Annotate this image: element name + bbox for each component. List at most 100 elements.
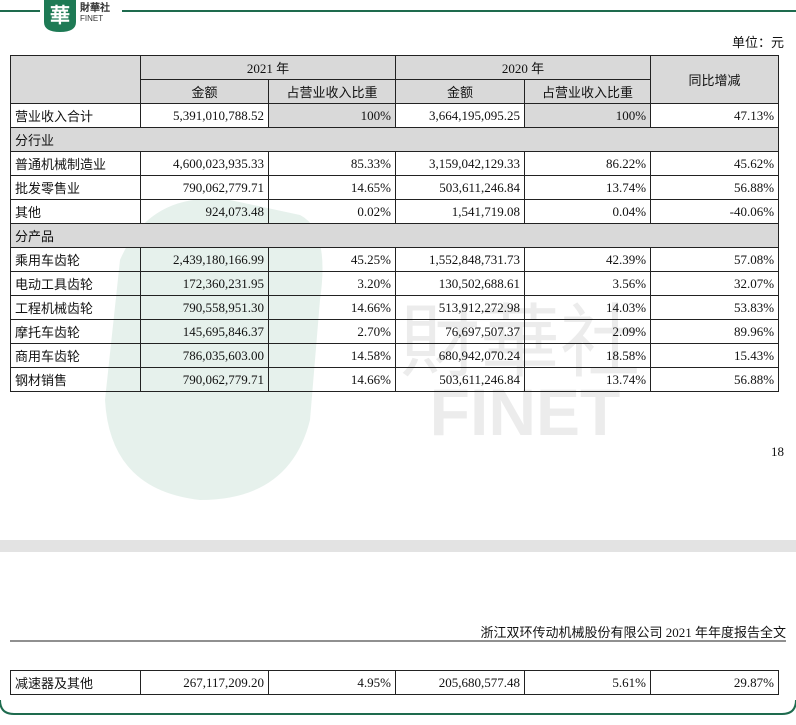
value-cell: 790,062,779.71 [140,367,269,392]
label-cell: 营业收入合计 [10,103,141,128]
continued-table: 减速器及其他 267,117,209.20 4.95% 205,680,577.48 5… [10,670,779,695]
value-cell: 53.83% [650,295,780,320]
table-row: 营业收入合计 5,391,010,788.52 100% 3,664,195,095.… [10,103,780,128]
value-cell: 18.58% [524,343,652,368]
header-cell [10,55,141,104]
value-cell: 5.61% [524,670,651,695]
value-cell: 14.66% [267,367,397,392]
value-cell: 47.13% [650,103,780,128]
table-row: 批发零售业 790,062,779.71 14.65% 503,611,246.84 1… [10,175,780,200]
value-cell: 14.65% [267,175,397,200]
value-cell: 2.09% [524,319,652,344]
table-row: 普通机械制造业 4,600,023,935.33 85.33% 3,159,042,1… [10,151,780,176]
header-cell: 占营业收入比重 [524,79,652,104]
value-cell: 57.08% [650,247,780,272]
header-cell: 占营业收入比重 [267,79,397,104]
income-table: 2021 年 2020 年同比增减 金额 占营业收入比重 金额 占营业收入比重 营业收入合计… [9,55,780,392]
bottom-border [0,699,796,715]
table-row: 减速器及其他 267,117,209.20 4.95% 205,680,577.48 5… [10,670,779,695]
value-cell: 205,680,577.48 [395,670,525,695]
value-cell: 145,695,846.37 [140,319,269,344]
value-cell: 267,117,209.20 [140,670,269,695]
value-cell: 790,558,951.30 [140,295,269,320]
value-cell: 680,942,070.24 [395,343,526,368]
label-cell: 工程机械齿轮 [10,295,141,320]
value-cell: 15.43% [650,343,780,368]
value-cell: 790,062,779.71 [140,175,269,200]
header-row: 金额 占营业收入比重 金额 占营业收入比重 [11,79,779,104]
label-cell: 减速器及其他 [10,670,141,695]
value-cell: 2,439,180,166.99 [140,247,269,272]
value-cell: 3,159,042,129.33 [395,151,526,176]
section-cell: 分产品 [9,223,780,248]
footer-title: 浙江双环传动机械股份有限公司 2021 年年度报告全文 [480,625,786,640]
value-cell: 14.66% [267,295,397,320]
value-cell: 29.87% [650,670,779,695]
table-row: 电动工具齿轮 172,360,231.95 3.20% 130,502,688.61 3… [10,271,780,296]
value-cell: 130,502,688.61 [395,271,526,296]
header-cell: 2021 年 [139,55,397,80]
logo-name: 財華社 [79,1,110,14]
value-cell: 0.02% [267,199,397,224]
value-cell: 1,552,848,731.73 [395,247,526,272]
value-cell: 14.03% [524,295,652,320]
value-cell: 100% [524,103,652,128]
value-cell: 14.58% [267,343,397,368]
label-cell: 电动工具齿轮 [10,271,141,296]
value-cell: 503,611,246.84 [395,367,526,392]
header-row: 2021 年 2020 年同比增减 [10,55,780,104]
value-cell: 513,912,272.98 [395,295,526,320]
value-cell: 503,611,246.84 [395,175,526,200]
value-cell: 42.39% [524,247,652,272]
table-row: 其他 924,073.48 0.02% 1,541,719.08 0.04% -40.06… [10,199,780,224]
value-cell: 4,600,023,935.33 [140,151,269,176]
value-cell: 4.95% [268,670,396,695]
value-cell: 3,664,195,095.25 [395,103,526,128]
unit: 单位：元 [731,35,784,50]
label-cell: 普通机械制造业 [10,151,141,176]
section-cell: 分行业 [9,127,780,152]
label-cell: 批发零售业 [10,175,141,200]
value-cell: 2.70% [267,319,397,344]
value-cell: 13.74% [524,367,652,392]
value-cell: 13.74% [524,175,652,200]
logo-mark: 華 [50,4,70,27]
table-row: 商用车齿轮 786,035,603.00 14.58% 680,942,070.24 1… [10,343,780,368]
value-cell: 3.56% [524,271,652,296]
value-cell: 3.20% [267,271,397,296]
page-gap [0,540,796,552]
value-cell: 786,035,603.00 [140,343,269,368]
value-cell: 32.07% [650,271,780,296]
value-cell: 76,697,507.37 [395,319,526,344]
value-cell: 56.88% [650,367,780,392]
page-number: 18 [771,444,784,459]
logo-badge [44,0,76,32]
value-cell: 924,073.48 [140,199,269,224]
table-row: 分产品 [9,223,780,248]
value-cell: 56.88% [650,175,780,200]
header-cell: 2020 年 [395,55,652,80]
value-cell: 5,391,010,788.52 [140,103,269,128]
table-row: 摩托车齿轮 145,695,846.37 2.70% 76,697,507.37 2.0… [10,319,780,344]
value-cell: 89.96% [650,319,780,344]
value-cell: 100% [267,103,397,128]
header-cell: 金额 [395,79,526,104]
value-cell: 1,541,719.08 [395,199,526,224]
table-row: 工程机械齿轮 790,558,951.30 14.66% 513,912,272.98… [10,295,780,320]
value-cell: 0.04% [524,199,652,224]
label-cell: 乘用车齿轮 [10,247,141,272]
table-row: 钢材销售 790,062,779.71 14.66% 503,611,246.84 13… [10,367,780,392]
header-cell: 同比增减 [650,55,780,104]
label-cell: 商用车齿轮 [10,343,141,368]
value-cell: 45.62% [650,151,780,176]
label-cell: 其他 [10,199,141,224]
label-cell: 摩托车齿轮 [10,319,141,344]
table-row: 分行业 [9,127,780,152]
value-cell: 172,360,231.95 [140,271,269,296]
value-cell: 85.33% [267,151,397,176]
value-cell: 86.22% [524,151,652,176]
value-cell: 45.25% [267,247,397,272]
logo-latin: FINET [80,14,103,23]
table-row: 乘用车齿轮 2,439,180,166.99 45.25% 1,552,848,731… [10,247,780,272]
